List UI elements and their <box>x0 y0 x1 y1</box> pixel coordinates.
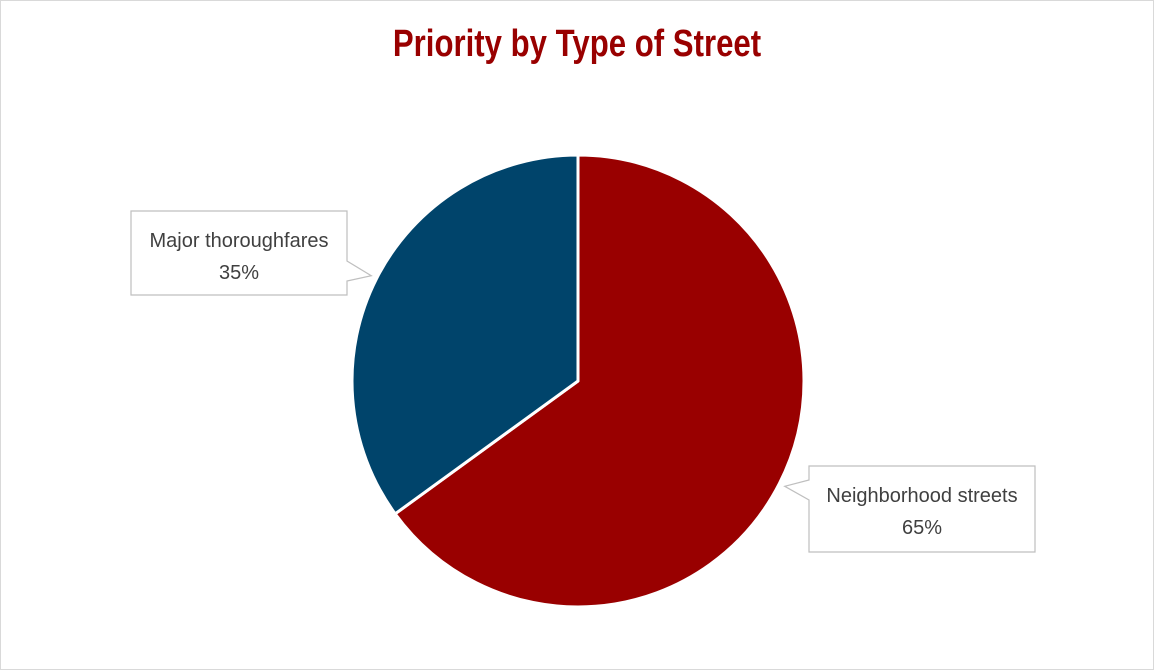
slice-value-label: 35% <box>219 262 259 284</box>
slice-category-label: Neighborhood streets <box>826 485 1017 507</box>
slice-value-label: 65% <box>902 517 942 539</box>
pie-slice-major-thoroughfares <box>350 153 580 516</box>
data-label-callout: Major thoroughfares 35% <box>130 210 373 296</box>
callout-box <box>130 210 373 296</box>
slice-category-label: Major thoroughfares <box>150 230 329 252</box>
data-label-callout: Neighborhood streets 65% <box>783 465 1036 553</box>
chart-title: Priority by Type of Street <box>392 23 762 65</box>
pie-slice-neighborhood-streets <box>393 153 806 609</box>
callout-box <box>783 465 1036 553</box>
